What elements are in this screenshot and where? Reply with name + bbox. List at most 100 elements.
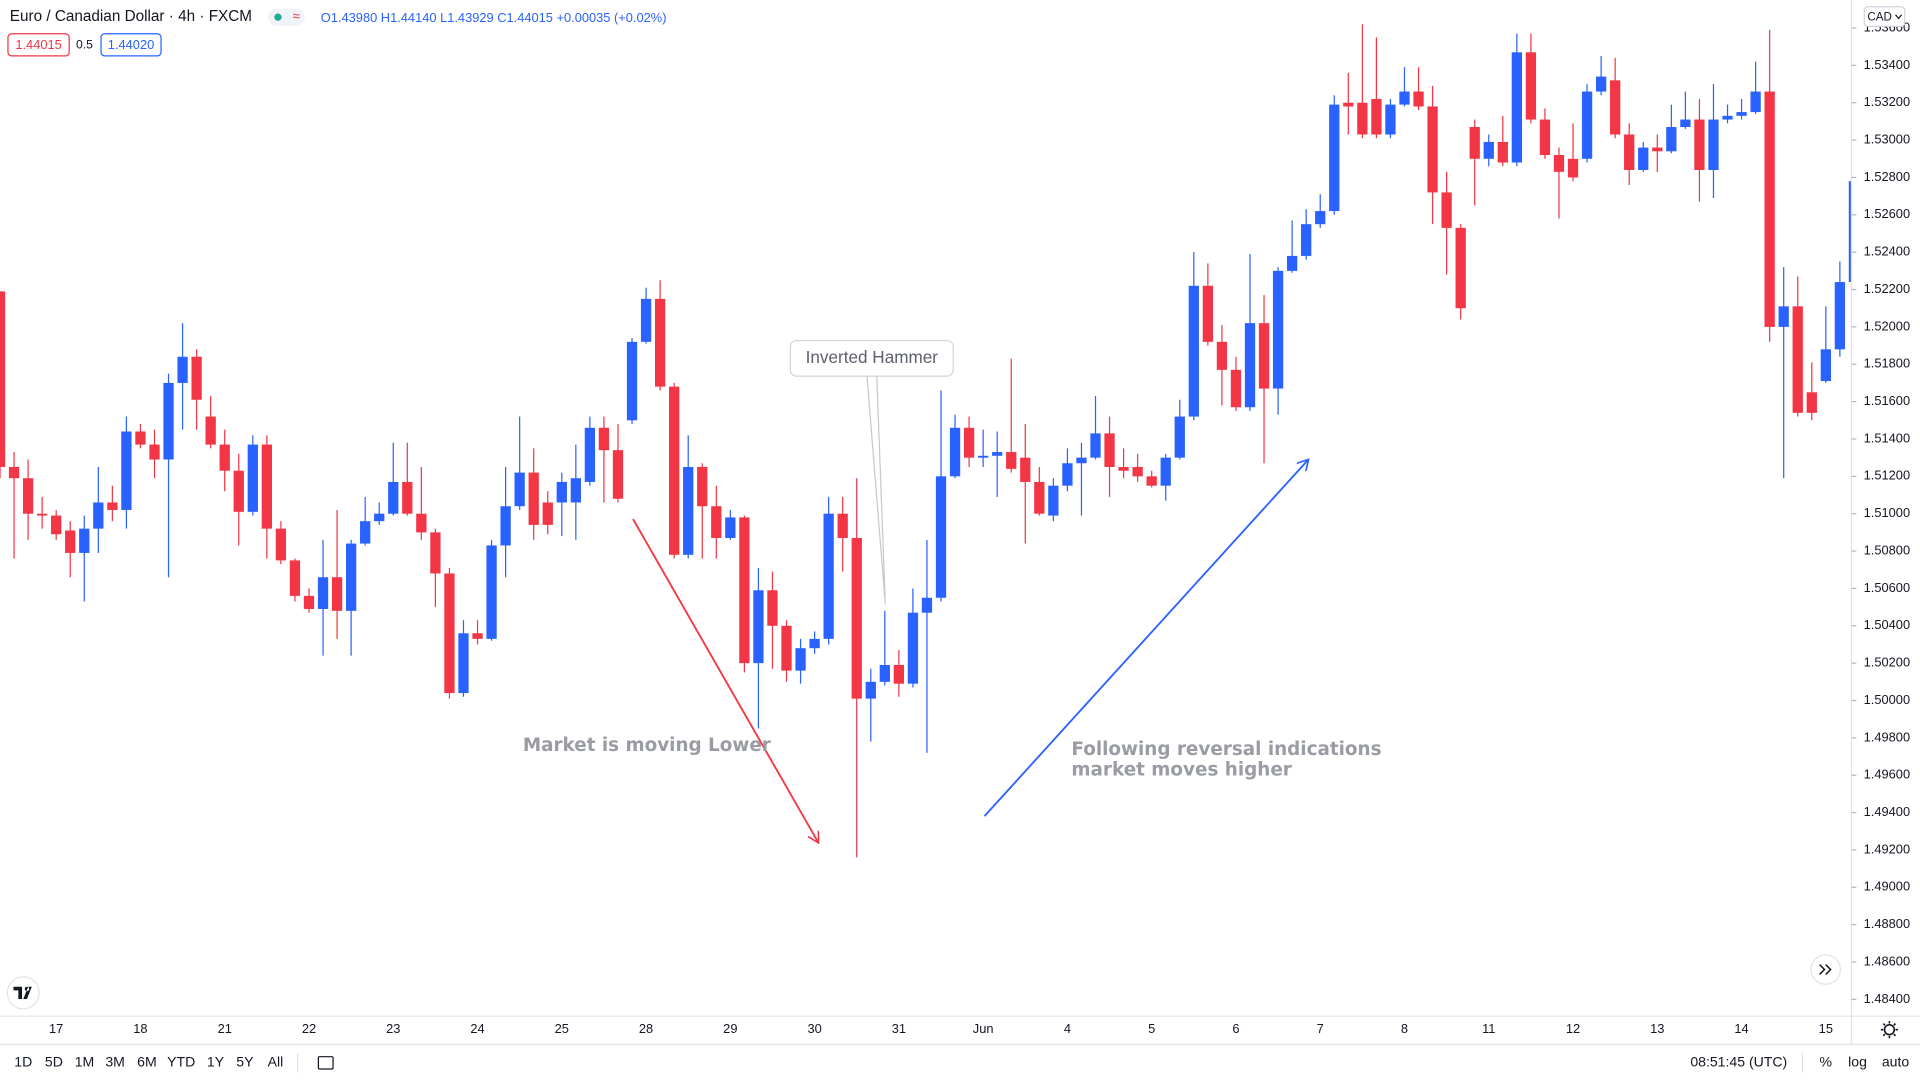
candle-body	[570, 478, 581, 503]
currency[interactable]: CAD	[1867, 10, 1892, 23]
currency-box[interactable]	[1863, 6, 1906, 27]
buy-box[interactable]	[100, 33, 162, 57]
y-tick-label: 1.49400	[1864, 804, 1910, 819]
candle-body	[1511, 52, 1522, 163]
y-tick-label: 1.49200	[1864, 841, 1910, 856]
range-button[interactable]: 5D	[45, 1054, 63, 1070]
candle-body	[121, 431, 132, 510]
candle-body	[1090, 433, 1101, 458]
candle-body	[1567, 158, 1579, 178]
range-button[interactable]: YTD	[167, 1054, 195, 1070]
candle-body	[51, 515, 62, 535]
x-tick-label: 23	[386, 1021, 400, 1036]
candle-body	[1399, 91, 1410, 105]
candle-body	[247, 444, 258, 512]
candle-body	[1048, 485, 1059, 516]
candle-body	[135, 431, 146, 445]
candle-body	[1652, 147, 1663, 152]
clock[interactable]: 08:51:45 (UTC)	[1690, 1054, 1787, 1070]
candle-body	[1469, 127, 1480, 159]
y-tick-label: 1.53400	[1864, 57, 1910, 72]
candle-body	[1497, 141, 1508, 163]
y-tick-label: 1.49600	[1864, 767, 1910, 782]
x-tick-label: 8	[1401, 1021, 1408, 1036]
y-tick-label: 1.48400	[1864, 991, 1910, 1006]
range-button[interactable]: All	[268, 1054, 284, 1070]
range-button[interactable]: 5Y	[236, 1054, 254, 1070]
candle-body	[1708, 119, 1719, 170]
scale-option[interactable]: log	[1848, 1054, 1867, 1070]
candle-body	[514, 472, 525, 507]
range-button[interactable]: 1Y	[207, 1054, 225, 1070]
date-range-button[interactable]	[317, 1056, 334, 1070]
candle-body	[949, 427, 961, 477]
candle-body	[1118, 466, 1129, 471]
y-tick-label: 1.52600	[1864, 206, 1910, 221]
candle-body	[823, 513, 834, 639]
candle-body	[402, 481, 413, 514]
candle-body	[430, 532, 441, 574]
candle-body	[1343, 102, 1354, 107]
candle-body	[331, 577, 343, 611]
candle-body	[1160, 457, 1171, 486]
candle-body	[1834, 282, 1846, 350]
scroll-button[interactable]	[1810, 954, 1842, 985]
candle-body	[1034, 481, 1045, 514]
candle-body	[992, 452, 1003, 456]
y-tick-label: 1.51600	[1864, 393, 1910, 408]
range-button[interactable]: 1D	[14, 1054, 32, 1070]
candle-body	[360, 521, 371, 544]
plot-area	[0, 24, 1852, 858]
candle-body	[683, 466, 694, 555]
range-button[interactable]: 1M	[75, 1054, 95, 1070]
candle-body	[1146, 476, 1157, 486]
candle-body	[626, 341, 638, 421]
y-tick-label: 1.52000	[1864, 318, 1910, 333]
status-pill	[268, 8, 305, 26]
candle-body	[177, 356, 188, 383]
candle-body	[261, 444, 272, 529]
candle-body	[1581, 91, 1593, 159]
candle-body	[669, 386, 680, 555]
sell-box[interactable]	[7, 33, 70, 57]
candle-body	[22, 478, 34, 514]
candle-body	[893, 665, 905, 684]
y-tick-label: 1.51000	[1864, 505, 1910, 520]
up-annotation: Following reversal indications	[1071, 739, 1381, 760]
x-tick-label: 12	[1566, 1021, 1580, 1036]
up-annotation: market moves higher	[1071, 760, 1292, 781]
x-tick-label: Jun	[973, 1021, 994, 1036]
y-tick-label: 1.50600	[1864, 580, 1910, 595]
candle-body	[542, 502, 553, 525]
sell-price[interactable]: 1.44015	[15, 37, 61, 52]
candle-body	[1329, 104, 1340, 212]
candle-body	[1736, 112, 1747, 116]
candle-body	[0, 291, 6, 467]
candle-body	[458, 633, 469, 694]
range-button[interactable]: 6M	[137, 1054, 157, 1070]
candle-body	[528, 472, 539, 525]
scale-options: % log auto	[1819, 1054, 1909, 1070]
x-tick-label: 24	[470, 1021, 484, 1036]
candle-body	[1848, 181, 1852, 283]
candle-body	[500, 506, 511, 546]
spread: 0.5	[76, 38, 93, 52]
scale-option[interactable]: %	[1819, 1054, 1832, 1070]
candle-body	[1806, 392, 1817, 413]
candle-body	[1104, 433, 1115, 467]
candle-body	[1441, 192, 1452, 228]
logo-circle[interactable]	[6, 976, 40, 1010]
x-tick-label: 14	[1734, 1021, 1748, 1036]
candle-body	[388, 481, 399, 514]
range-button[interactable]: 3M	[105, 1054, 125, 1070]
candle-body	[416, 513, 427, 533]
scale-option[interactable]: auto	[1882, 1054, 1910, 1070]
candle-body	[1286, 255, 1298, 271]
buy-price[interactable]: 1.44020	[108, 37, 154, 52]
callout-label: Inverted Hammer	[806, 347, 939, 367]
y-tick-label: 1.49800	[1864, 729, 1910, 744]
candle-body	[767, 590, 778, 626]
candle-body	[1427, 106, 1438, 193]
settings-button[interactable]	[1883, 1023, 1896, 1036]
candle-body	[1258, 323, 1270, 389]
